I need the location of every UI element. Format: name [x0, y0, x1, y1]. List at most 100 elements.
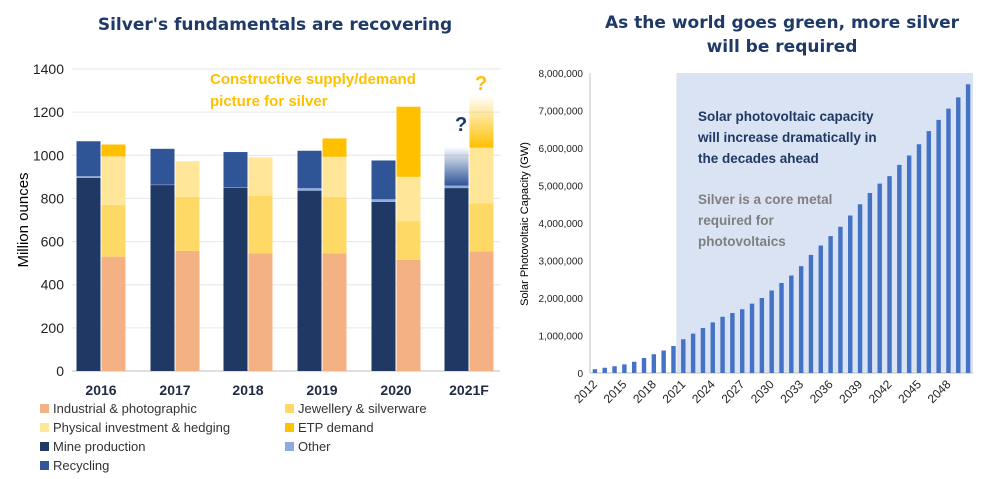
solar-capacity-bar [877, 183, 882, 373]
left-y-tick-label: 0 [56, 363, 64, 379]
supply-bar-segment [371, 201, 396, 371]
supply-bar-segment [297, 188, 322, 191]
left-y-tick-label: 1200 [33, 104, 64, 120]
supply-question-mark: ? [455, 114, 467, 136]
solar-capacity-bar [848, 215, 853, 373]
right-y-tick-label: 2,000,000 [539, 294, 584, 305]
supply-bar-segment [150, 148, 175, 185]
supply-bar-segment [444, 146, 469, 186]
constructive-annotation-line1: Constructive supply/demand [210, 71, 416, 88]
demand-bar-segment [396, 259, 421, 371]
supply-bar-segment [76, 141, 101, 177]
solar-annotation-line1: Solar photovoltaic capacity [698, 109, 874, 124]
demand-bar-segment [322, 196, 347, 254]
demand-bar-segment [248, 157, 273, 196]
solar-capacity-bar [789, 275, 794, 373]
demand-bar-segment [101, 156, 126, 205]
solar-capacity-bar [681, 339, 686, 373]
solar-capacity-bar [602, 367, 607, 373]
solar-capacity-bar [661, 350, 666, 373]
solar-capacity-bar [612, 366, 617, 373]
supply-bar-segment [223, 152, 248, 188]
right-chart-title-line2: will be required [707, 37, 858, 57]
demand-bar-segment [322, 138, 347, 157]
left-y-tick-label: 200 [41, 320, 65, 336]
solar-annotation-line2: will increase dramatically in [697, 130, 877, 145]
demand-bar-segment [101, 204, 126, 257]
solar-capacity-bar [887, 176, 892, 373]
solar-capacity-bar [759, 298, 765, 373]
right-y-ticks: 0 1,000,000 2,000,000 3,000,000 4,000,000 5,0… [539, 69, 584, 380]
right-y-tick-label: 8,000,000 [539, 69, 584, 80]
demand-bar-segment [469, 251, 494, 371]
left-y-ticks: 0 200 400 600 800 1000 1200 1400 [33, 61, 64, 379]
demand-bar-segment [469, 147, 494, 204]
solar-capacity-bar [916, 144, 922, 373]
left-y-tick-label: 800 [41, 190, 65, 206]
solar-capacity-bar [808, 254, 814, 373]
right-x-tick-label: 2039 [836, 377, 865, 406]
left-y-tick-label: 1000 [33, 147, 64, 163]
right-x-tick-label: 2024 [689, 377, 718, 406]
solar-capacity-bar [622, 364, 627, 373]
demand-question-mark: ? [475, 73, 487, 95]
right-x-tick-label: 2015 [601, 377, 630, 406]
solar-capacity-bar [838, 226, 843, 373]
right-x-tick-label: 2027 [719, 377, 748, 406]
left-y-axis-label: Million ounces [15, 172, 32, 267]
supply-bar-segment [371, 199, 396, 202]
solar-capacity-bar [867, 193, 873, 373]
solar-capacity-bar [779, 283, 784, 373]
solar-capacity-bar [671, 346, 676, 373]
right-y-tick-label: 5,000,000 [539, 182, 584, 193]
solar-capacity-bar [897, 164, 902, 373]
right-y-axis-label: Solar Photovoltaic Capacity (GW) [519, 142, 531, 306]
demand-bar-segment [396, 106, 421, 177]
solar-capacity-bar [857, 204, 863, 373]
left-category-label: 2019 [306, 382, 337, 398]
left-category-label: 2021F [449, 382, 489, 398]
supply-bar-segment [76, 176, 101, 178]
legend-swatch [40, 404, 49, 413]
solar-capacity-bar [965, 84, 971, 373]
legend-label: Mine production [53, 439, 146, 454]
demand-bar-segment [469, 94, 494, 148]
supply-bar-segment [150, 185, 175, 371]
solar-capacity-bar [769, 290, 774, 373]
solar-capacity-bar [592, 369, 598, 373]
solar-capacity-bar [651, 354, 657, 373]
right-y-tick-label: 0 [577, 369, 583, 380]
legend-swatch [40, 442, 49, 451]
right-x-tick-label: 2030 [748, 377, 777, 406]
solar-capacity-bar [798, 266, 804, 373]
solar-capacity-bar [720, 316, 725, 373]
right-x-tick-label: 2036 [807, 377, 836, 406]
supply-bar-segment [371, 160, 396, 200]
left-category-label: 2016 [85, 382, 116, 398]
left-legend: Industrial & photographic Jewellery & sil… [40, 401, 427, 473]
solar-annotation-line3: the decades ahead [698, 151, 819, 166]
demand-bar-segment [175, 196, 200, 251]
demand-bar-segment [396, 221, 421, 260]
demand-bar-segment [175, 161, 200, 197]
solar-capacity-bar [818, 245, 823, 373]
solar-capacity-bar [749, 303, 755, 373]
solar-capacity-bar [730, 313, 735, 373]
left-y-tick-label: 400 [41, 277, 65, 293]
solar-capacity-bar [641, 358, 647, 373]
silver-annotation-line1: Silver is a core metal [698, 192, 832, 207]
legend-label: Physical investment & hedging [53, 420, 230, 435]
right-y-tick-label: 1,000,000 [539, 332, 584, 343]
solar-capacity-bar [631, 361, 637, 373]
right-x-tick-label: 2012 [571, 377, 600, 406]
solar-capacity-bar [710, 322, 715, 373]
right-x-tick-label: 2045 [895, 377, 924, 406]
solar-capacity-bar [906, 155, 912, 373]
demand-bar-segment [248, 253, 273, 371]
right-y-tick-label: 6,000,000 [539, 144, 584, 155]
constructive-annotation-line2: picture for silver [210, 93, 328, 110]
legend-swatch [40, 461, 49, 470]
right-x-tick-label: 2033 [777, 377, 806, 406]
right-y-tick-label: 3,000,000 [539, 257, 584, 268]
demand-bar-segment [101, 144, 126, 157]
